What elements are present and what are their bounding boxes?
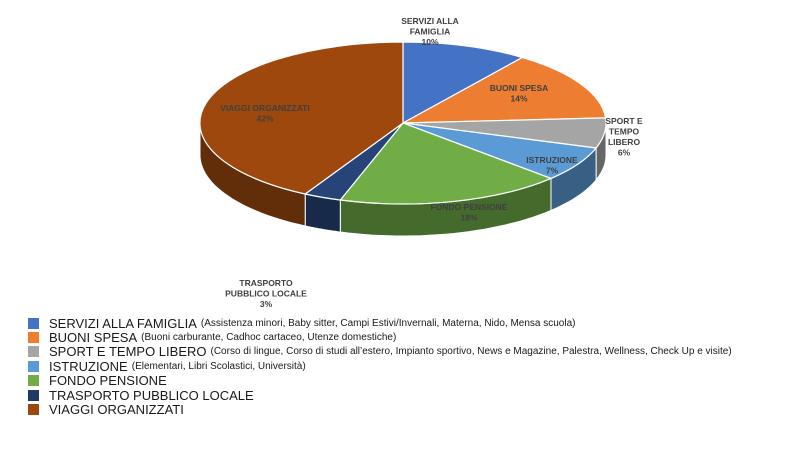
pie-slice-6 (199, 41, 404, 195)
slice-label-0: SERVIZI ALLA FAMIGLIA 10% (401, 16, 459, 47)
legend-detail: (Corso di lingue, Corso di studi all’est… (210, 346, 732, 358)
legend-item-viaggi-organizzati: VIAGGI ORGANIZZATI (28, 402, 732, 418)
legend-item-buoni-spesa: BUONI SPESA (Buoni carburante, Cadhoc ca… (28, 330, 732, 346)
legend-item-fondo-pensione: FONDO PENSIONE (28, 373, 732, 389)
legend-swatch (28, 317, 39, 329)
legend-label: TRASPORTO PUBBLICO LOCALE (49, 387, 254, 403)
legend-item-sport-e-tempo-libero: SPORT E TEMPO LIBERO (Corso di lingue, C… (28, 344, 732, 360)
legend-swatch (28, 389, 39, 401)
legend-label: VIAGGI ORGANIZZATI (49, 402, 184, 418)
pie-chart: SERVIZI ALLA FAMIGLIA 10% BUONI SPESA 14% SPO… (199, 16, 643, 309)
legend-label: ISTRUZIONE (49, 358, 128, 374)
legend-label: FONDO PENSIONE (49, 373, 167, 389)
legend-swatch (28, 346, 39, 358)
legend-detail: (Elementari, Libri Scolastici, Universit… (131, 360, 306, 372)
legend-item-trasporto-pubblico-locale: TRASPORTO PUBBLICO LOCALE (28, 387, 732, 403)
legend-swatch (28, 375, 39, 387)
legend: SERVIZI ALLA FAMIGLIA (Assistenza minori… (28, 316, 732, 417)
legend-item-servizi-alla-famiglia: SERVIZI ALLA FAMIGLIA (Assistenza minori… (28, 315, 732, 331)
pie-slice-4 (339, 122, 553, 205)
legend-label: BUONI SPESA (49, 330, 138, 346)
legend-item-istruzione: ISTRUZIONE (Elementari, Libri Scolastici… (28, 358, 732, 374)
legend-swatch (28, 360, 39, 372)
pie-slice-1 (402, 56, 607, 124)
slice-label-3: ISTRUZIONE 7% (526, 155, 578, 176)
slice-label-5: TRASPORTO PUBBLICO LOCALE 3% (225, 278, 307, 309)
pie-labels: SERVIZI ALLA FAMIGLIA 10% BUONI SPESA 14% SPO… (220, 16, 643, 309)
legend-swatch (28, 404, 39, 416)
legend-detail: (Assistenza minori, Baby sitter, Campi E… (200, 317, 576, 329)
legend-detail: (Buoni carburante, Cadhoc cartaceo, Uten… (141, 332, 397, 344)
slice-label-4: FONDO PENSIONE 18% (431, 202, 508, 223)
legend-label: SPORT E TEMPO LIBERO (49, 344, 207, 360)
legend-swatch (28, 332, 39, 344)
slice-label-6: VIAGGI ORGANIZZATI 42% (220, 103, 310, 124)
slice-label-1: BUONI SPESA 14% (490, 83, 549, 104)
slice-label-2: SPORT E TEMPO LIBERO 6% (605, 116, 643, 158)
pie-tops (199, 41, 607, 205)
legend-label: SERVIZI ALLA FAMIGLIA (49, 315, 197, 331)
pie-slice-0 (402, 41, 524, 125)
